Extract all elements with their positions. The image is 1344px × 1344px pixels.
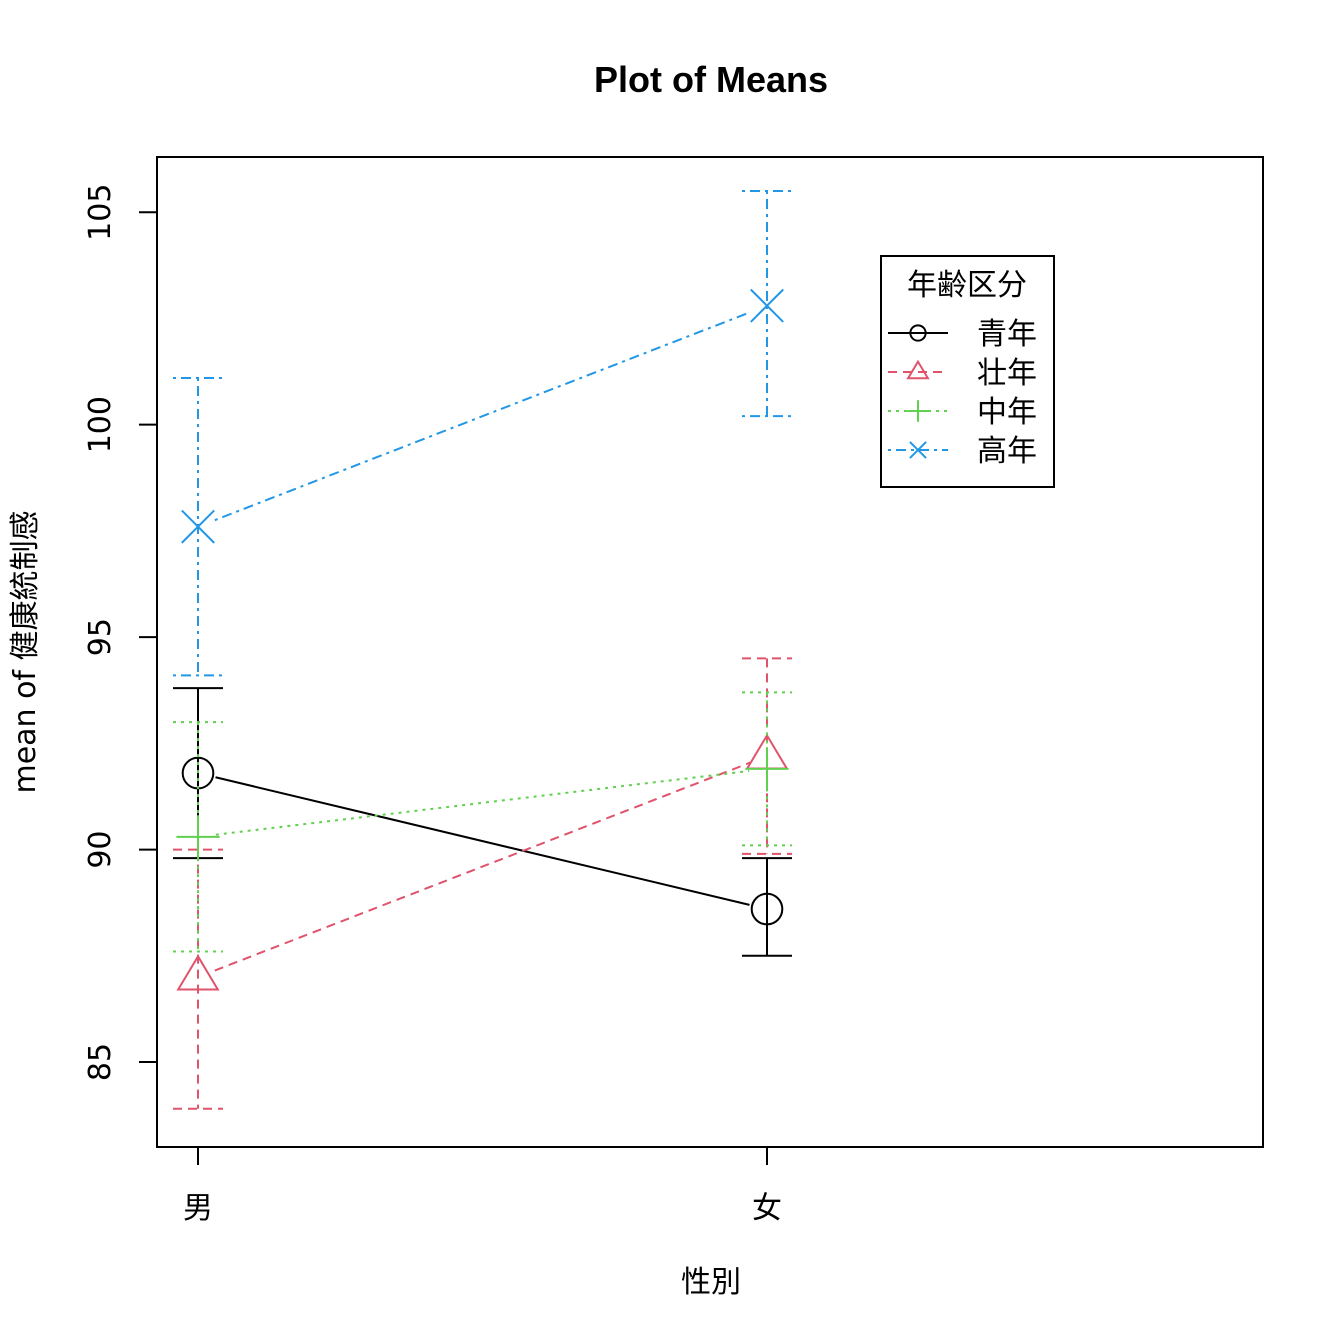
x-tick-label: 女	[752, 1191, 782, 1226]
plus-marker	[907, 400, 929, 422]
series-壮年	[173, 657, 792, 1110]
legend-label: 高年	[977, 434, 1037, 469]
y-axis: 85 90 95 100 105	[83, 184, 157, 1081]
cross-marker-b	[181, 509, 215, 544]
y-tick-label: 105	[83, 184, 118, 241]
triangle-marker	[176, 954, 220, 991]
series-line	[214, 311, 751, 522]
x-axis-title: 性別	[681, 1265, 741, 1300]
series-高年	[173, 189, 792, 677]
x-axis: 男女	[183, 1147, 782, 1226]
x-tick-label: 男	[183, 1191, 213, 1226]
cross-marker	[181, 509, 215, 544]
legend-title: 年齢区分	[907, 268, 1027, 303]
triangle-marker	[906, 359, 930, 380]
y-tick-label: 100	[83, 396, 118, 453]
y-tick-label: 85	[83, 1043, 118, 1081]
cross-marker	[909, 441, 927, 459]
legend-label: 壮年	[977, 356, 1037, 391]
series-line	[215, 776, 750, 906]
legend-label: 中年	[977, 395, 1037, 430]
plus-marker	[176, 815, 220, 859]
circle-marker	[909, 324, 927, 342]
chart-title: Plot of Means	[594, 59, 828, 100]
legend-item-高年: 高年	[888, 434, 1037, 469]
series-layer	[173, 189, 792, 1110]
y-tick-label: 90	[83, 830, 118, 868]
plot-frame	[156, 156, 1264, 1148]
legend-item-中年: 中年	[888, 395, 1037, 430]
cross-marker	[750, 288, 784, 323]
series-line	[215, 769, 750, 836]
plus-marker	[745, 747, 789, 791]
cross-marker-b	[750, 288, 784, 323]
series-中年	[173, 691, 792, 953]
cross-marker-b	[909, 441, 927, 459]
circle-marker	[750, 892, 784, 926]
series-line	[214, 761, 751, 972]
y-tick-label: 95	[83, 618, 118, 656]
legend-item-壮年: 壮年	[888, 356, 1037, 391]
series-青年	[173, 687, 792, 957]
legend-item-青年: 青年	[888, 317, 1037, 352]
y-axis-title: mean of 健康統制感	[8, 510, 43, 793]
legend-label: 青年	[977, 317, 1037, 352]
